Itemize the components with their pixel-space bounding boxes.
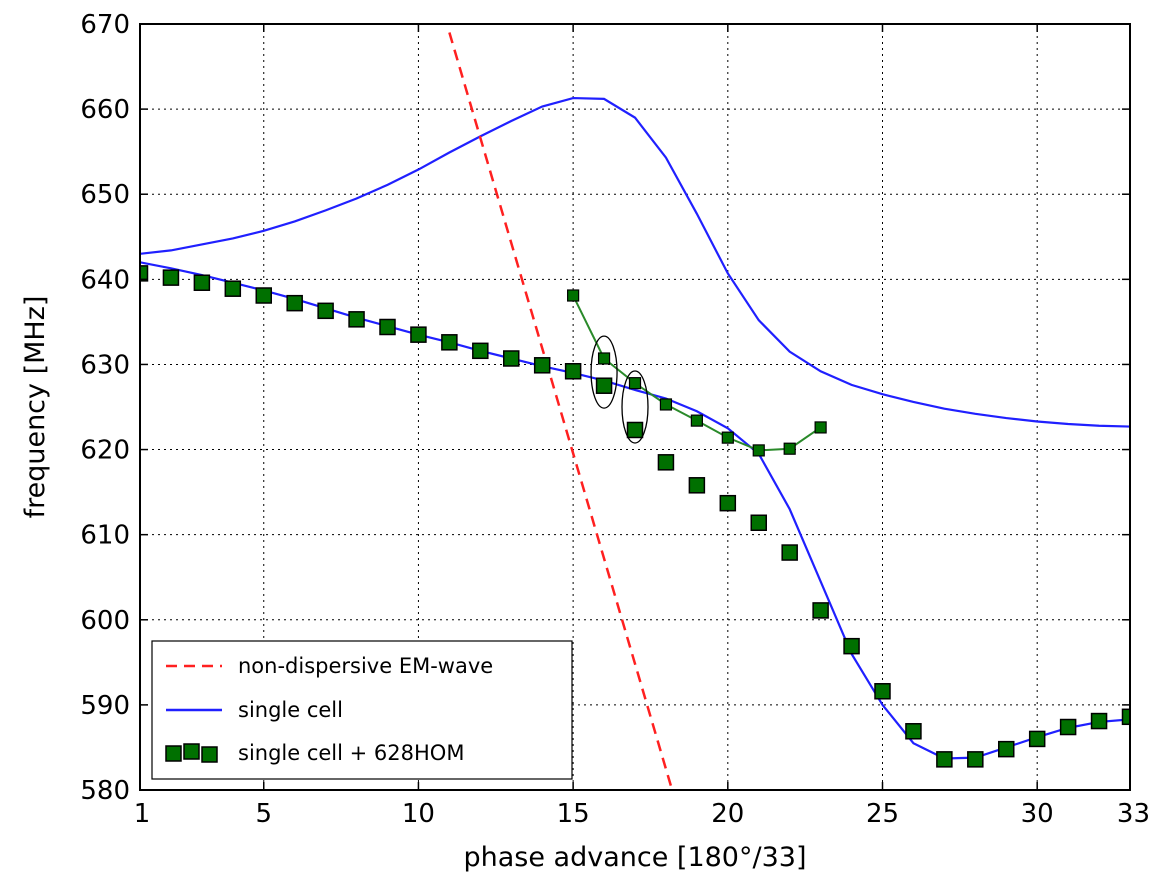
hom-marker bbox=[286, 294, 303, 312]
hom-marker bbox=[317, 302, 334, 320]
x-tick-label: 30 bbox=[1021, 799, 1054, 829]
annotation-ellipse bbox=[590, 335, 618, 409]
hom-branch-marker bbox=[721, 431, 734, 444]
x-tick-label: 25 bbox=[866, 799, 899, 829]
series-layer bbox=[140, 32, 1130, 790]
x-tick-label: 15 bbox=[557, 799, 590, 829]
hom-marker bbox=[905, 723, 922, 740]
hom-marker bbox=[348, 311, 365, 328]
x-tick-label: 1 bbox=[134, 799, 151, 829]
hom-marker bbox=[1028, 730, 1046, 748]
hom-marker bbox=[472, 342, 489, 360]
y-tick-label: 610 bbox=[80, 521, 130, 551]
single-cell-line bbox=[140, 96, 1130, 428]
x-tick-label: 20 bbox=[711, 799, 744, 829]
plot-area bbox=[140, 32, 1130, 790]
hom-branch-marker bbox=[597, 352, 611, 365]
legend-hom-marker bbox=[201, 746, 218, 763]
y-tick-label: 660 bbox=[80, 95, 130, 125]
y-axis-label: frequency [MHz] bbox=[20, 296, 51, 519]
hom-branch-marker bbox=[567, 289, 580, 302]
y-tick-label: 630 bbox=[80, 350, 130, 380]
hom-marker bbox=[503, 350, 520, 367]
hom-marker bbox=[874, 683, 891, 700]
legend-hom-swatch bbox=[165, 743, 218, 763]
x-tick-label: 10 bbox=[402, 799, 435, 829]
y-tick-label: 590 bbox=[80, 691, 130, 721]
x-tick-label: 5 bbox=[255, 799, 272, 829]
legend-hom-label: single cell + 628HOM bbox=[238, 741, 464, 765]
hom-marker bbox=[595, 377, 613, 394]
hom-marker bbox=[1121, 708, 1130, 726]
legend-single-cell-label: single cell bbox=[238, 698, 343, 722]
hom-marker bbox=[441, 334, 458, 351]
hom-marker bbox=[1059, 718, 1077, 736]
hom-marker bbox=[1090, 712, 1108, 730]
x-axis-label: phase advance [180°/33] bbox=[464, 842, 807, 873]
hom-branch-line bbox=[572, 295, 822, 452]
hom-marker bbox=[626, 421, 644, 439]
hom-branch-marker bbox=[783, 442, 796, 455]
hom-marker bbox=[998, 740, 1015, 758]
em-wave-line bbox=[448, 32, 674, 790]
hom-branch-marker bbox=[628, 377, 642, 390]
hom-branch-marker bbox=[814, 421, 827, 434]
y-tick-label: 640 bbox=[80, 265, 130, 295]
hom-branch-marker bbox=[690, 414, 703, 427]
hom-marker bbox=[379, 318, 396, 336]
hom-marker bbox=[410, 326, 427, 343]
hom-marker bbox=[688, 477, 706, 494]
hom-branch-marker bbox=[752, 444, 765, 457]
hom-marker bbox=[812, 602, 829, 619]
hom-marker bbox=[224, 280, 242, 297]
plot-frame bbox=[139, 23, 1131, 791]
hom-marker bbox=[936, 751, 953, 768]
axis-ticks: 1 5 10 15 20 25 30 3358059060061062063064065066… bbox=[80, 10, 1150, 829]
hom-marker bbox=[140, 265, 149, 282]
x-tick-label: 33 bbox=[1117, 799, 1150, 829]
annotation-ellipse bbox=[621, 370, 649, 444]
legend: non-dispersive EM-wave single cell singl… bbox=[151, 640, 573, 780]
hom-marker bbox=[657, 454, 675, 471]
hom-marker bbox=[255, 287, 272, 304]
hom-marker bbox=[533, 357, 551, 374]
y-tick-label: 650 bbox=[80, 180, 130, 210]
hom-marker bbox=[750, 514, 767, 532]
grid bbox=[140, 24, 1130, 790]
hom-branch-marker bbox=[659, 398, 673, 411]
legend-hom-marker bbox=[165, 745, 182, 762]
y-tick-label: 580 bbox=[80, 776, 130, 806]
hom-marker bbox=[162, 269, 180, 286]
y-tick-label: 620 bbox=[80, 436, 130, 466]
hom-marker bbox=[781, 544, 798, 561]
hom-marker bbox=[967, 751, 984, 768]
single-cell-line bbox=[140, 261, 1130, 760]
y-tick-label: 600 bbox=[80, 606, 130, 636]
y-tick-label: 670 bbox=[80, 10, 130, 40]
hom-marker bbox=[564, 363, 582, 380]
legend-em-wave-label: non-dispersive EM-wave bbox=[238, 654, 493, 678]
hom-marker bbox=[193, 274, 211, 291]
legend-hom-marker bbox=[183, 743, 200, 760]
hom-marker bbox=[719, 494, 737, 512]
hom-marker bbox=[843, 637, 860, 655]
